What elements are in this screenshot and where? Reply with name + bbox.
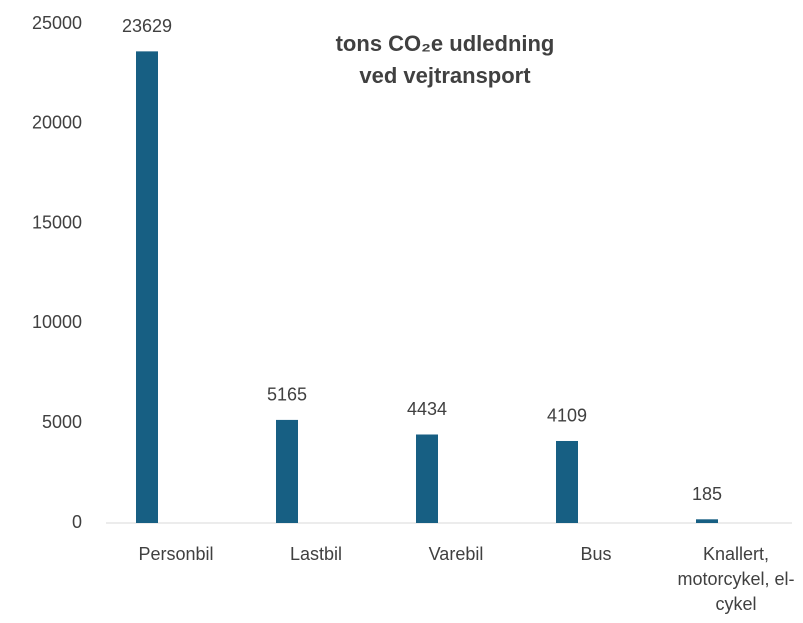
bar [416,434,438,523]
y-tick-label: 25000 [32,13,82,33]
value-label: 5165 [267,385,307,405]
y-tick-label: 0 [72,512,82,532]
x-tick-label: Bus [580,544,612,564]
y-tick-label: 10000 [32,312,82,332]
y-tick-label: 15000 [32,212,82,232]
x-tick-label: Personbil [138,544,214,564]
x-tick-label: Varebil [428,544,484,564]
bar [696,519,718,523]
bar [556,440,578,523]
x-tick-label: Lastbil [289,544,343,564]
bar [276,419,298,523]
bar [136,51,158,523]
value-label: 23629 [122,16,172,36]
y-tick-label: 20000 [32,113,82,133]
chart-title: tons CO₂e udledning ved vejtransport [335,31,555,88]
value-label: 185 [692,484,722,504]
value-label: 4434 [407,399,447,419]
value-label: 4109 [547,406,587,426]
y-tick-label: 5000 [42,412,82,432]
x-tick-label: Knallert, motorcykel, el-cykel [677,544,795,614]
